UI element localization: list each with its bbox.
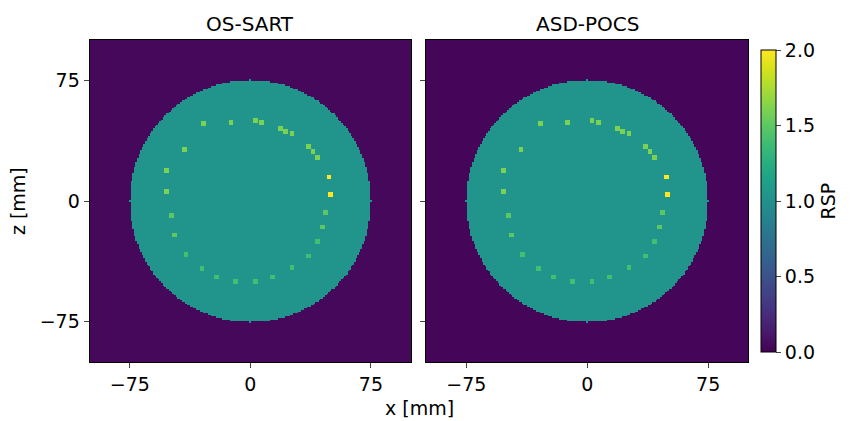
svg-text:0: 0 (244, 373, 256, 395)
svg-text:z [mm]: z [mm] (7, 167, 29, 235)
svg-text:0: 0 (68, 190, 80, 212)
svg-text:75: 75 (696, 373, 720, 395)
svg-text:−75: −75 (40, 310, 80, 332)
svg-text:ASD-POCS: ASD-POCS (536, 12, 639, 36)
svg-text:0: 0 (581, 373, 593, 395)
svg-text:75: 75 (56, 69, 80, 91)
svg-text:2.0: 2.0 (785, 39, 815, 61)
svg-text:75: 75 (359, 373, 383, 395)
svg-text:0.5: 0.5 (785, 265, 815, 287)
svg-text:−75: −75 (446, 373, 486, 395)
svg-text:1.5: 1.5 (785, 114, 815, 136)
svg-text:1.0: 1.0 (785, 190, 815, 212)
svg-text:x [mm]: x [mm] (385, 397, 454, 419)
svg-text:OS-SART: OS-SART (206, 12, 294, 36)
svg-text:−75: −75 (110, 373, 150, 395)
svg-text:RSP: RSP (817, 183, 839, 220)
svg-text:0.0: 0.0 (785, 341, 815, 363)
